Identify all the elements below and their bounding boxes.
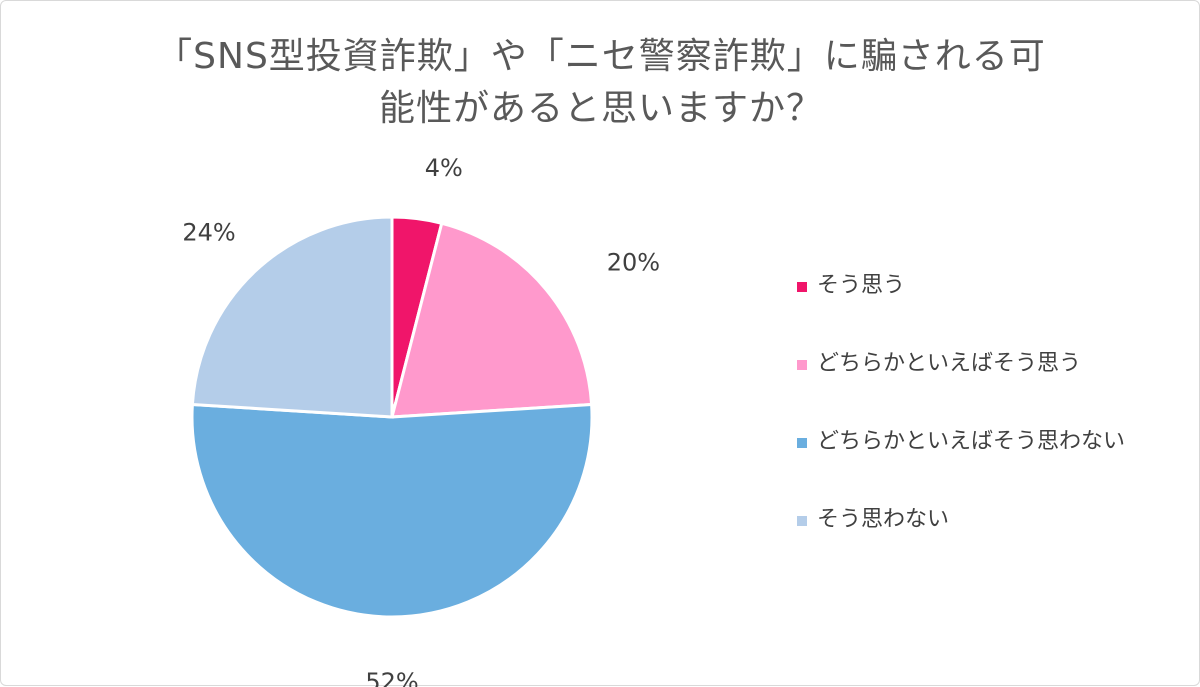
- pie-slice: [390, 221, 594, 419]
- data-label: 52%: [365, 668, 418, 687]
- legend-item: どちらかといえばそう思う: [797, 347, 1187, 381]
- legend-label: そう思わない: [817, 507, 950, 532]
- data-label: 4%: [425, 154, 463, 182]
- data-label: 24%: [182, 219, 235, 247]
- legend-swatch: [797, 360, 807, 370]
- legend-swatch: [797, 438, 807, 448]
- pie-slice: [190, 402, 594, 619]
- legend-swatch: [797, 282, 807, 292]
- legend-item: そう思う: [797, 269, 1187, 303]
- legend-item: そう思わない: [797, 503, 1187, 537]
- legend-label: どちらかといえばそう思わない: [817, 429, 1126, 454]
- pie-slice: [190, 215, 394, 419]
- legend-label: そう思う: [817, 273, 906, 298]
- legend-swatch: [797, 516, 807, 526]
- legend-item: どちらかといえばそう思わない: [797, 425, 1187, 459]
- data-label: 20%: [607, 248, 660, 276]
- legend-label: どちらかといえばそう思う: [817, 351, 1082, 376]
- chart-title: 「SNS型投資詐欺」や「ニセ警察詐欺」に騙される可能性があると思いますか？: [156, 36, 1046, 129]
